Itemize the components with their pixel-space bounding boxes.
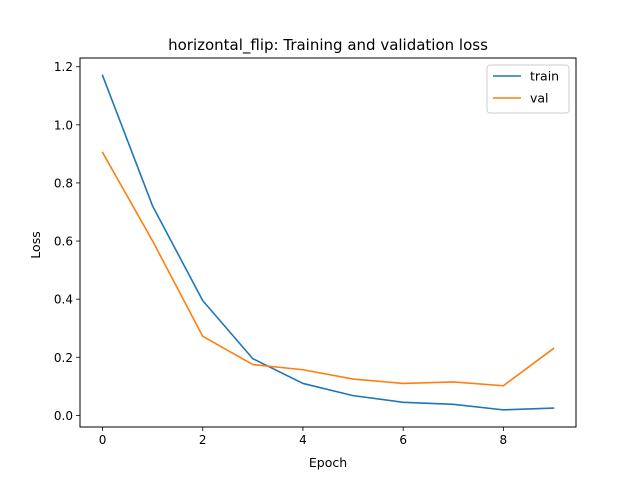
x-tick-label: 0 [99,433,107,447]
y-tick-label: 1.0 [54,118,73,132]
legend: train val [486,64,570,114]
plot-frame [79,57,577,428]
series-line-train [101,74,555,411]
x-axis-ticks: 0 2 4 6 8 [99,427,507,447]
chart-title: horizontal_flip: Training and validation… [168,36,488,55]
y-tick-label: 1.2 [54,60,73,74]
x-axis-label: Epoch [309,455,347,470]
x-tick-label: 8 [500,433,508,447]
legend-box [486,64,570,114]
x-tick-label: 2 [199,433,207,447]
legend-label-train: train [530,69,559,84]
x-tick-label: 4 [299,433,307,447]
series-lines [101,74,555,411]
y-tick-label: 0.8 [54,176,73,190]
y-tick-label: 0.2 [54,351,73,365]
y-axis-ticks: 0.0 0.2 0.4 0.6 0.8 1.0 1.2 [54,60,80,423]
x-tick-label: 6 [399,433,407,447]
series-line-val [101,151,555,387]
y-tick-label: 0.4 [54,293,73,307]
legend-label-val: val [530,91,549,106]
y-tick-label: 0.6 [54,235,73,249]
y-tick-label: 0.0 [54,409,73,423]
y-axis-label: Loss [28,231,43,258]
